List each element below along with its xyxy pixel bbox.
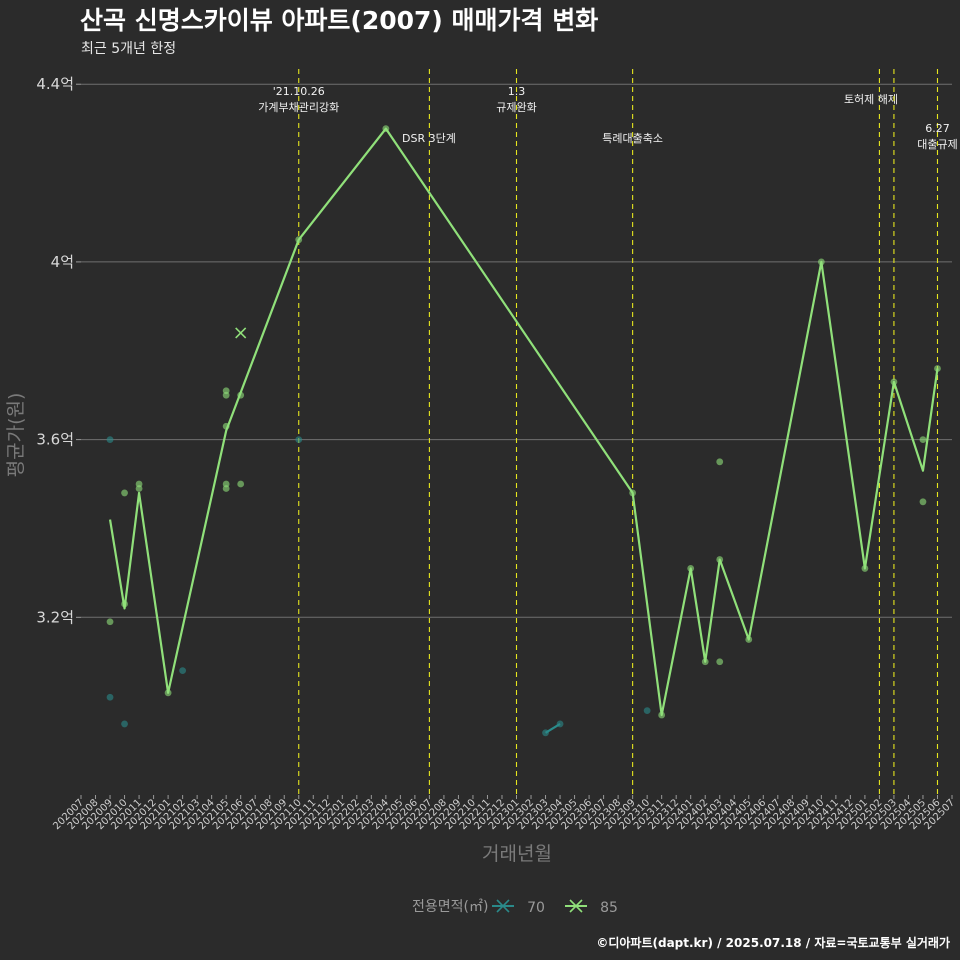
x-axis-title: 거래년월: [482, 843, 552, 865]
event-label: 1.3: [508, 85, 526, 98]
event-label: 토허제 해제: [844, 92, 898, 106]
source-caption: ©디아파트(dapt.kr) / 2025.07.18 / 자료=국토교통부 실…: [596, 935, 950, 950]
event-label: 특례대출축소: [602, 132, 663, 145]
data-point-85: [919, 436, 927, 444]
data-point-85: [135, 480, 143, 488]
cross-stroke: [235, 327, 247, 339]
data-point-85: [222, 480, 230, 488]
event-label: '21.10.26: [273, 85, 325, 98]
event-label: 규제완화: [496, 101, 536, 114]
event-label: DSR 3단계: [402, 132, 456, 145]
data-point-70: [295, 436, 303, 444]
legend-title: 전용면적(㎡): [412, 899, 488, 915]
data-point-70: [121, 720, 128, 728]
legend-label: 70: [527, 900, 545, 916]
legend-key-cross: [496, 899, 510, 913]
legend-item-70: 70: [492, 899, 545, 916]
legend-items: 70 85: [492, 899, 618, 916]
chart-title: 산곡 신명스카이뷰 아파트(2007) 매매가격 변화: [80, 6, 598, 35]
data-point-85: [237, 480, 245, 488]
series-marks: [106, 125, 941, 737]
event-label: 6.27: [925, 122, 950, 135]
y-tick-label: 3.2억: [36, 608, 74, 626]
data-point-85: [121, 489, 128, 497]
legend-key-cross: [569, 899, 583, 913]
legend-item-85: 85: [565, 899, 618, 916]
series-line-85: [108, 127, 939, 717]
legend: 전용면적(㎡) 70 85: [412, 899, 618, 916]
data-point-70: [179, 667, 187, 675]
series-line-70: [544, 722, 561, 734]
y-tick-label: 4.4억: [36, 75, 74, 93]
legend-label: 85: [600, 900, 618, 916]
cross-marker-85: [235, 327, 247, 339]
data-point-70: [643, 707, 651, 714]
y-axis-title: 평균가(원): [5, 393, 27, 478]
event-label: 대출규제: [917, 138, 957, 151]
data-point-70: [106, 436, 114, 444]
y-tick-label: 3.6억: [36, 431, 74, 449]
data-point-85: [106, 618, 114, 626]
chart-subtitle: 최근 5개년 한정: [81, 41, 176, 57]
y-axis-ticks: 3.2억 3.6억 4억 4.4억: [36, 75, 81, 626]
data-point-85: [919, 498, 927, 506]
data-point-85: [716, 458, 724, 466]
data-point-70: [106, 693, 114, 701]
event-label: 가계부채관리강화: [258, 101, 339, 114]
data-point-85: [716, 658, 724, 666]
data-point-85: [222, 387, 230, 395]
y-tick-label: 4억: [51, 253, 74, 271]
